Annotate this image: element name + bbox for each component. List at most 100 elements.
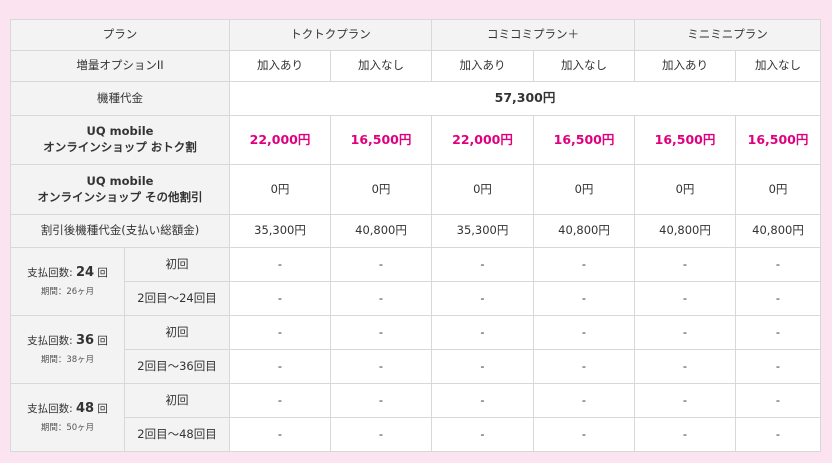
otoku-discount-label: UQ mobile オンラインショップ おトク割 <box>10 115 230 165</box>
other-discount-value: 0円 <box>431 164 534 215</box>
installment-48-label: 支払回数: 48 回 期間：50ヶ月 <box>10 383 125 452</box>
otoku-discount-value: 16,500円 <box>533 115 635 165</box>
installment-value: - <box>634 383 736 418</box>
installment-value: - <box>229 383 331 418</box>
installment-count: 36 <box>75 333 95 349</box>
other-discount-value: 0円 <box>330 164 432 215</box>
installment-value: - <box>229 281 331 316</box>
installment-value: - <box>735 247 821 282</box>
otoku-discount-value: 16,500円 <box>735 115 821 165</box>
device-price-value: 57,300円 <box>229 81 821 116</box>
installment-suffix: 回 <box>97 267 108 280</box>
installment-count: 48 <box>75 401 95 417</box>
installment-value: - <box>330 315 432 350</box>
installment-row-label: 初回 <box>124 247 230 282</box>
installment-value: - <box>431 281 534 316</box>
installment-value: - <box>330 349 432 384</box>
installment-prefix: 支払回数: <box>27 267 73 280</box>
installment-value: - <box>431 349 534 384</box>
plan-name-komikomi: コミコミプラン＋ <box>431 19 635 51</box>
installment-period: 期間：50ヶ月 <box>40 423 95 434</box>
option-value: 加入なし <box>330 50 432 82</box>
after-discount-value: 40,800円 <box>533 214 635 248</box>
after-discount-value: 35,300円 <box>431 214 534 248</box>
installment-prefix: 支払回数: <box>27 335 73 348</box>
other-discount-value: 0円 <box>735 164 821 215</box>
otoku-discount-value: 16,500円 <box>634 115 736 165</box>
option-value: 加入あり <box>431 50 534 82</box>
option-row: 増量オプションII 加入あり 加入なし 加入あり 加入なし 加入あり 加入なし <box>10 50 821 82</box>
installment-value: - <box>229 315 331 350</box>
installment-row-label: 初回 <box>124 383 230 418</box>
installment-row-label: 2回目〜36回目 <box>124 349 230 384</box>
installment-value: - <box>533 383 635 418</box>
option-value: 加入あり <box>634 50 736 82</box>
installment-value: - <box>229 417 331 452</box>
installment-24-first-row: 支払回数: 24 回 期間：26ヶ月 初回 - - - - - - <box>10 247 821 316</box>
installment-prefix: 支払回数: <box>27 403 73 416</box>
installment-row-label: 2回目〜24回目 <box>124 281 230 316</box>
installment-value: - <box>634 281 736 316</box>
installment-value: - <box>735 417 821 452</box>
installment-row-label: 2回目〜48回目 <box>124 417 230 452</box>
installment-value: - <box>533 247 635 282</box>
installment-row-label: 初回 <box>124 315 230 350</box>
otoku-discount-value: 16,500円 <box>330 115 432 165</box>
otoku-discount-value: 22,000円 <box>431 115 534 165</box>
device-price-label: 機種代金 <box>10 81 230 116</box>
option-value: 加入あり <box>229 50 331 82</box>
after-discount-label: 割引後機種代金(支払い総額金) <box>10 214 230 248</box>
plan-name-tokutoku: トクトクプラン <box>229 19 432 51</box>
other-discount-label-line2: オンラインショップ その他割引 <box>37 189 203 204</box>
other-discount-value: 0円 <box>229 164 331 215</box>
installment-value: - <box>431 383 534 418</box>
price-table-container: プラン トクトクプラン コミコミプラン＋ ミニミニプラン 増量オプションII 加… <box>10 19 821 452</box>
installment-48-rest-row: 2回目〜48回目 - - - - - - <box>11 417 821 452</box>
installment-value: - <box>431 315 534 350</box>
installment-value: - <box>634 315 736 350</box>
after-discount-value: 35,300円 <box>229 214 331 248</box>
installment-36-label: 支払回数: 36 回 期間：38ヶ月 <box>10 315 125 384</box>
installment-value: - <box>533 281 635 316</box>
installment-36-first-row: 支払回数: 36 回 期間：38ヶ月 初回 - - - - - - <box>10 315 821 384</box>
installment-suffix: 回 <box>97 403 108 416</box>
installment-value: - <box>330 383 432 418</box>
installment-value: - <box>735 349 821 384</box>
installment-value: - <box>735 281 821 316</box>
other-discount-row: UQ mobile オンラインショップ その他割引 0円 0円 0円 0円 0円… <box>10 164 821 215</box>
plan-label: プラン <box>10 19 230 51</box>
option-value: 加入なし <box>735 50 821 82</box>
installment-value: - <box>533 349 635 384</box>
price-table: プラン トクトクプラン コミコミプラン＋ ミニミニプラン 増量オプションII 加… <box>10 19 821 452</box>
installment-24-rest-row: 2回目〜24回目 - - - - - - <box>11 281 821 316</box>
other-discount-label: UQ mobile オンラインショップ その他割引 <box>10 164 230 215</box>
installment-value: - <box>735 383 821 418</box>
otoku-discount-label-line2: オンラインショップ おトク割 <box>43 140 197 154</box>
otoku-discount-label-line1: UQ mobile <box>86 124 154 139</box>
installment-48-first-row: 支払回数: 48 回 期間：50ヶ月 初回 - - - - - - <box>10 383 821 452</box>
plan-header-row: プラン トクトクプラン コミコミプラン＋ ミニミニプラン <box>10 19 821 51</box>
device-price-row: 機種代金 57,300円 <box>10 81 821 116</box>
installment-value: - <box>735 315 821 350</box>
after-discount-value: 40,800円 <box>634 214 736 248</box>
installment-value: - <box>330 417 432 452</box>
installment-value: - <box>634 417 736 452</box>
installment-value: - <box>634 247 736 282</box>
installment-value: - <box>634 349 736 384</box>
installment-period: 期間：38ヶ月 <box>40 355 95 366</box>
installment-value: - <box>330 247 432 282</box>
after-discount-value: 40,800円 <box>735 214 821 248</box>
installment-suffix: 回 <box>97 335 108 348</box>
installment-value: - <box>229 247 331 282</box>
installment-value: - <box>533 315 635 350</box>
other-discount-value: 0円 <box>533 164 635 215</box>
other-discount-label-line1: UQ mobile <box>86 173 154 188</box>
installment-count: 24 <box>75 265 95 281</box>
installment-period: 期間：26ヶ月 <box>40 287 95 298</box>
installment-36-rest-row: 2回目〜36回目 - - - - - - <box>11 349 821 384</box>
otoku-discount-row: UQ mobile オンラインショップ おトク割 22,000円 16,500円… <box>10 115 821 165</box>
installment-value: - <box>431 247 534 282</box>
option-label: 増量オプションII <box>10 50 230 82</box>
otoku-discount-value: 22,000円 <box>229 115 331 165</box>
installment-24-label: 支払回数: 24 回 期間：26ヶ月 <box>10 247 125 316</box>
